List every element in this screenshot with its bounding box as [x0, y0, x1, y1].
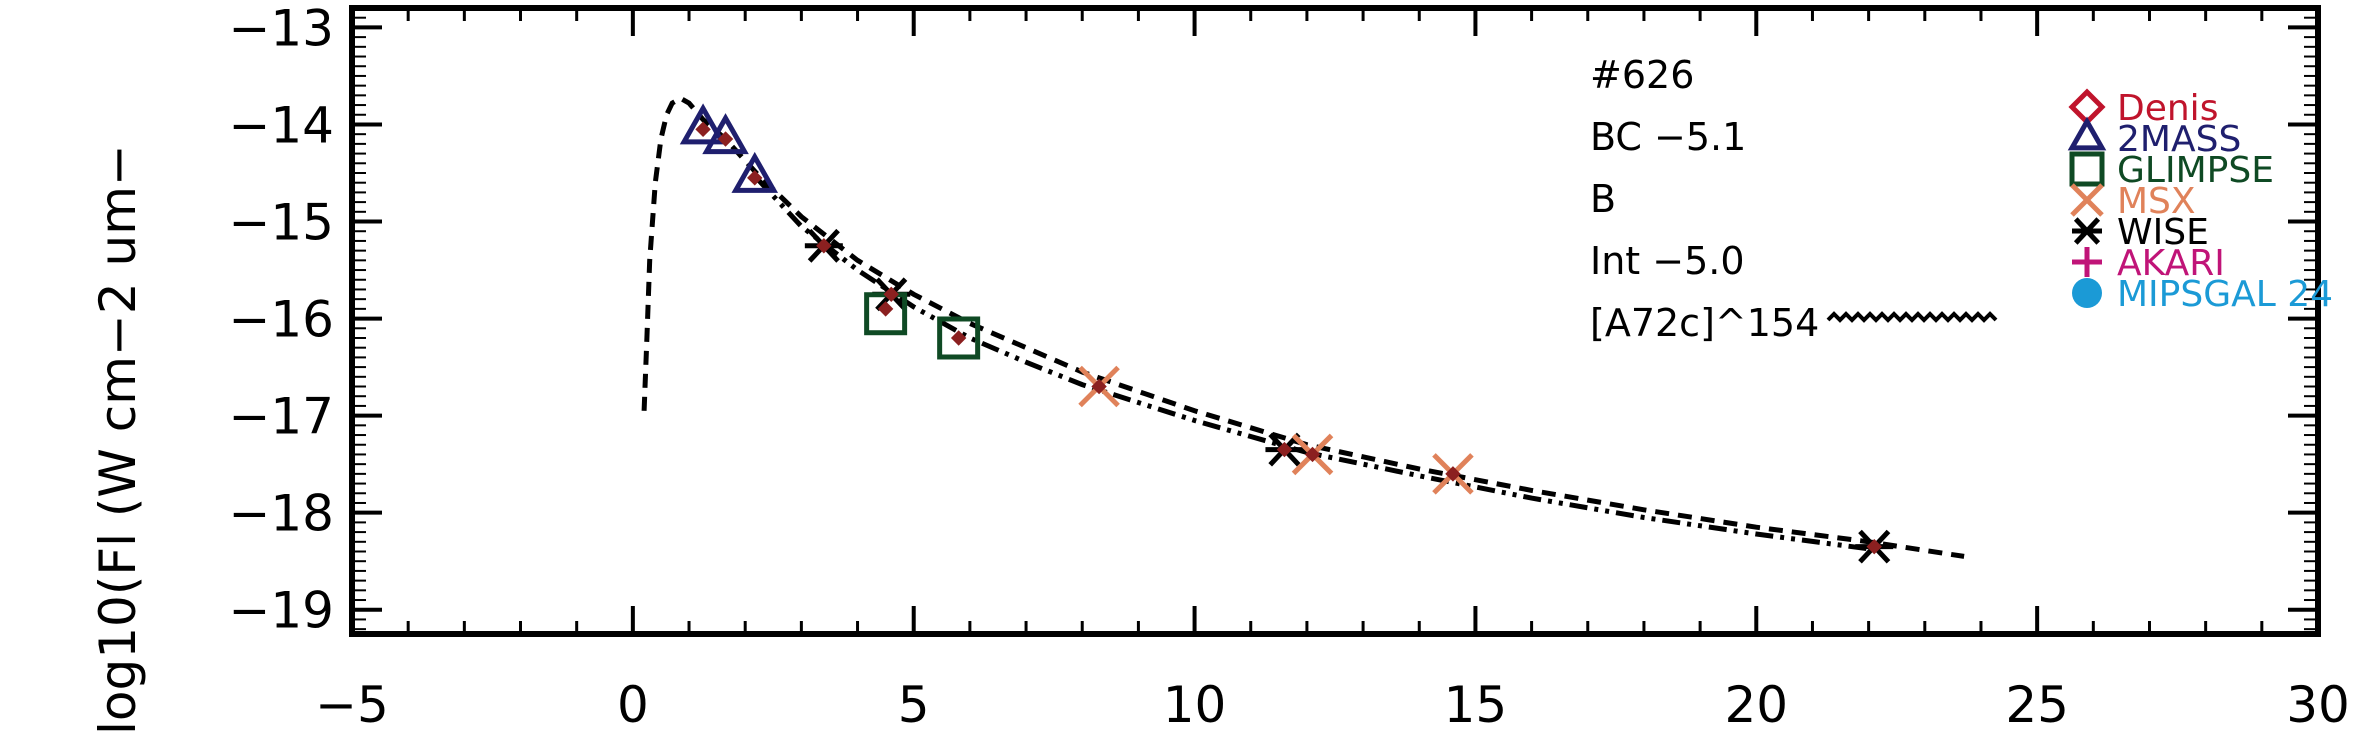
data-point-model — [950, 330, 967, 346]
plot-frame — [349, 5, 2321, 637]
data-point-model — [883, 286, 899, 303]
annotation-block: #626 BC −5.1 B Int −5.0 [A72c]^154 — [1590, 53, 1998, 345]
data-point-model — [1304, 446, 1321, 463]
legend-label: MSX — [2117, 181, 2196, 222]
y-axis-label: log10(Fl (W cm−2 um− — [89, 144, 147, 735]
x-tick-label: 5 — [898, 676, 930, 734]
y-tick-label: −13 — [228, 0, 334, 57]
y-tick-label: −19 — [228, 582, 334, 640]
x-tick-label: 10 — [1163, 676, 1227, 734]
data-point-model — [1866, 538, 1882, 555]
x-tick-label: 25 — [2005, 676, 2069, 734]
y-tick-label: −14 — [228, 96, 334, 154]
data-point-model — [1445, 466, 1461, 482]
legend-marker-square — [2069, 151, 2105, 187]
data-point-model — [747, 170, 763, 186]
model-curves — [641, 95, 1965, 559]
x-tick-label: −5 — [315, 676, 389, 734]
annotation-squiggle — [1826, 311, 1998, 323]
model-curve-dash-dot — [754, 176, 1875, 553]
y-tick-label: −18 — [228, 485, 334, 543]
data-point-2mass — [679, 103, 727, 145]
data-point-model — [1276, 441, 1293, 458]
model-curve-dashed — [641, 95, 1965, 559]
axes-group: −5 0 5 10 15 20 25 30 −13 −14 −15 −16 −17 −18 −19 — [228, 0, 2349, 734]
legend-item: WISE — [2072, 212, 2209, 253]
data-point-2mass — [702, 113, 749, 155]
annotation-spectrum: [A72c]^154 — [1590, 301, 1819, 345]
data-point-model — [816, 238, 832, 254]
annotation-class: B — [1590, 177, 1616, 221]
legend-item: MSX — [2070, 181, 2196, 222]
data-point-glimpse — [937, 316, 981, 360]
legend-label: 2MASS — [2117, 119, 2241, 160]
legend-marker-triangle — [2067, 116, 2107, 151]
annotation-int: Int −5.0 — [1590, 239, 1745, 283]
data-point-model — [717, 131, 734, 147]
data-point-model — [877, 301, 894, 317]
x-tick-label: 0 — [617, 676, 649, 734]
legend-item: GLIMPSE — [2069, 150, 2274, 191]
x-tick-label: 30 — [2286, 676, 2350, 734]
annotation-id: #626 — [1590, 53, 1694, 97]
annotation-bc: BC −5.1 — [1590, 115, 1746, 159]
data-point-model — [1091, 378, 1107, 395]
y-tick-label: −16 — [228, 291, 334, 349]
legend-item: 2MASS — [2067, 116, 2241, 160]
legend-label: MIPSGAL 24 — [2117, 274, 2333, 315]
legend-label: Denis — [2117, 88, 2218, 129]
data-point-model — [695, 121, 711, 138]
legend-marker-plus — [2072, 247, 2102, 277]
legend-item: Denis — [2068, 88, 2218, 129]
x-tick-label: 20 — [1724, 676, 1788, 734]
data-markers — [679, 103, 1894, 564]
legend-marker-circle — [2072, 278, 2102, 308]
y-tick-label: −15 — [228, 194, 334, 252]
legend-marker-x — [2070, 183, 2104, 217]
legend-marker-asterisk — [2072, 217, 2102, 245]
legend-label: AKARI — [2117, 243, 2225, 284]
y-tick-label: −17 — [228, 388, 334, 446]
legend-label: WISE — [2117, 212, 2209, 253]
data-point-2mass — [731, 151, 779, 193]
legend-item: AKARI — [2072, 243, 2225, 284]
asterisk-stroke — [2073, 217, 2101, 245]
x-tick-label: 15 — [1444, 676, 1508, 734]
legend-label: GLIMPSE — [2117, 150, 2274, 191]
legend-item: MIPSGAL 24 — [2072, 274, 2333, 315]
x-stroke — [2070, 183, 2104, 217]
